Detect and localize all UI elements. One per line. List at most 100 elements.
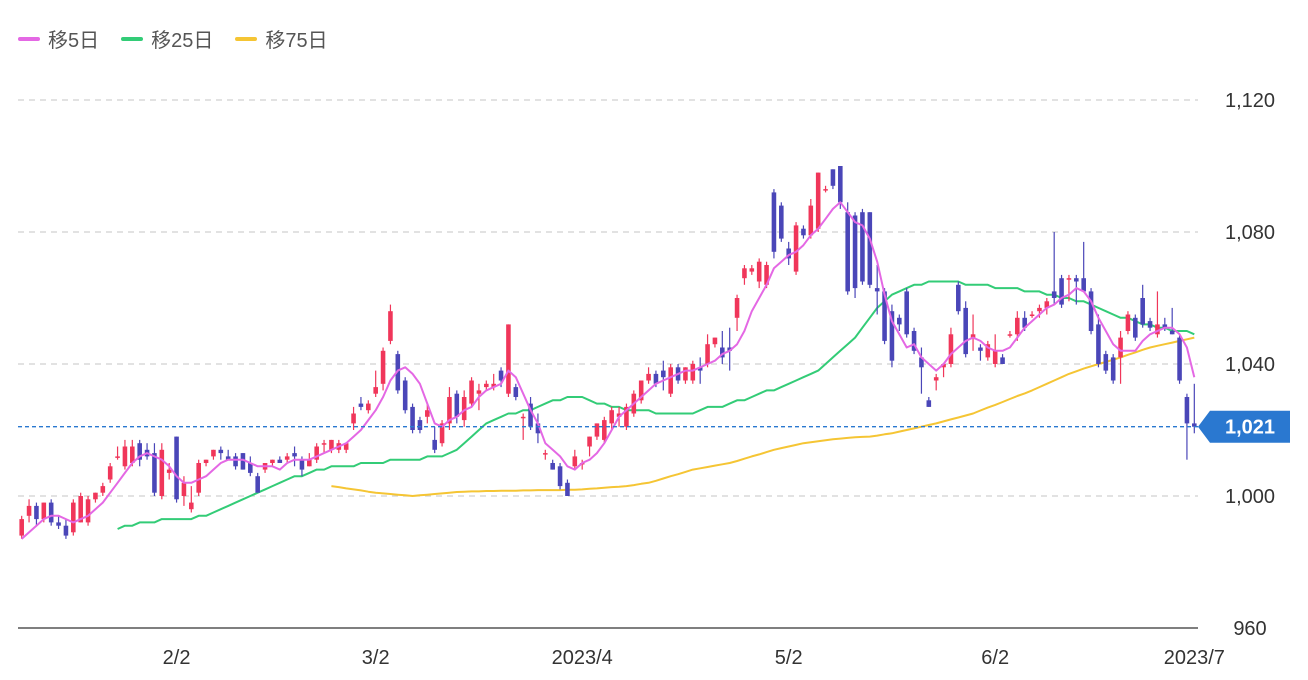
candle-body (255, 476, 260, 493)
y-tick-label: 960 (1233, 618, 1266, 640)
candle-body (137, 443, 142, 460)
candle-body (1015, 317, 1020, 335)
legend-label-ma5: 移5日 (48, 30, 100, 52)
legend-item-ma75[interactable]: 移75日 (235, 24, 328, 53)
candle-body (343, 443, 349, 450)
y-tick-label: 1,080 (1225, 222, 1275, 244)
candle-body (1066, 278, 1072, 280)
candle-body (1155, 324, 1160, 335)
candle-body (705, 344, 710, 364)
candle-body (742, 268, 747, 279)
candle-body (1051, 291, 1057, 298)
candle-body (93, 492, 98, 500)
candle-body (498, 370, 504, 381)
candle-body (100, 486, 106, 493)
candle-body (1147, 321, 1153, 328)
chart-legend: 移5日 移25日 移75日 (18, 24, 328, 53)
candle-body (181, 482, 187, 496)
candle-body (860, 212, 865, 282)
candle-body (1110, 357, 1116, 381)
candle-body (402, 380, 408, 411)
candle-body (638, 380, 644, 401)
ma75-line (331, 336, 1195, 497)
candle-body (1169, 331, 1175, 335)
candle-body (764, 265, 769, 285)
candle-body (1162, 324, 1168, 328)
candle-body (233, 456, 238, 467)
candle-body (897, 317, 902, 325)
candle-body (277, 459, 283, 463)
candle-body (484, 383, 489, 388)
candle-body (203, 459, 209, 463)
candle-body (48, 502, 54, 523)
candle-body (240, 453, 246, 470)
candle-body (248, 463, 253, 473)
x-tick-label: 3/2 (362, 647, 390, 669)
candle-body (845, 212, 850, 292)
candle-body (734, 298, 740, 318)
ma5-swatch (18, 36, 40, 41)
candle-body (107, 466, 113, 480)
candle-body (410, 406, 415, 430)
candle-body (793, 225, 799, 272)
candle-body (189, 502, 194, 510)
x-tick-label: 2023/4 (552, 647, 613, 669)
current-price-label: 1,021 (1225, 417, 1275, 439)
candle-body (528, 403, 533, 427)
candle-body (85, 499, 91, 523)
candle-body (572, 456, 578, 467)
candle-body (130, 446, 135, 463)
candle-body (1037, 307, 1042, 312)
candle-body (71, 502, 76, 533)
candle-body (152, 453, 157, 493)
candle-body (469, 380, 474, 404)
candle-body (513, 387, 519, 397)
candle-body (661, 370, 666, 378)
candle-body (115, 456, 120, 458)
ma5-layer (21, 201, 1196, 540)
candle-body (712, 337, 718, 345)
candle-body (520, 416, 526, 419)
candle-body (683, 367, 688, 381)
candle-body (594, 423, 600, 437)
candle-body (1096, 324, 1101, 364)
x-tick-label: 2/2 (163, 647, 191, 669)
candle-body (815, 172, 821, 229)
candle-body (882, 291, 887, 341)
candle-body (1074, 278, 1079, 282)
legend-item-ma25[interactable]: 移25日 (121, 24, 213, 53)
candle-body (1125, 314, 1131, 331)
candle-body (830, 169, 836, 186)
candle-body (225, 456, 231, 460)
candle-body (1000, 357, 1005, 364)
candle-body (838, 166, 843, 203)
current-price-badge (1198, 410, 1290, 443)
candle-body (1140, 298, 1145, 325)
candle-body (174, 436, 179, 500)
candle-body (1007, 334, 1013, 336)
candle-body (454, 393, 460, 417)
candle-body (624, 406, 629, 427)
candle-body (668, 367, 673, 394)
candle-body (867, 212, 873, 285)
candle-body (388, 311, 393, 341)
candle-body (992, 350, 998, 364)
candle-body (550, 463, 555, 470)
candle-body (904, 291, 909, 335)
candle-body (351, 413, 356, 424)
candle-body (284, 456, 290, 460)
candle-body (307, 459, 312, 467)
candle-body (1029, 314, 1035, 316)
candle-body (919, 357, 924, 368)
candle-body (63, 525, 69, 536)
candle-body (1118, 337, 1123, 358)
candle-body (646, 373, 651, 381)
legend-item-ma5[interactable]: 移5日 (18, 24, 99, 53)
candle-body (1177, 337, 1182, 381)
x-tick-label: 2023/7 (1164, 647, 1225, 669)
candle-body (358, 403, 364, 407)
candle-body (373, 387, 378, 394)
candle-body (78, 496, 83, 523)
candle-body (727, 347, 732, 351)
